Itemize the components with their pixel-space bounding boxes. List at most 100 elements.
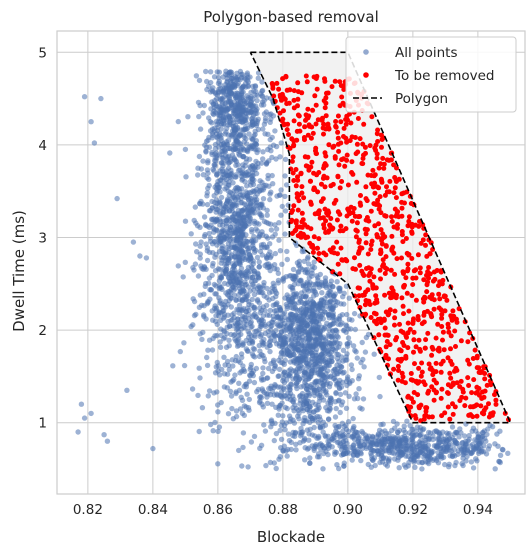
removed-point bbox=[409, 229, 415, 235]
data-point bbox=[344, 440, 350, 447]
data-point bbox=[200, 329, 206, 336]
data-point bbox=[244, 305, 251, 311]
data-point bbox=[260, 365, 266, 371]
removed-point bbox=[341, 87, 347, 92]
data-point bbox=[238, 265, 245, 272]
data-point bbox=[334, 439, 341, 446]
data-point bbox=[349, 434, 355, 440]
data-point bbox=[349, 366, 355, 373]
data-point bbox=[233, 297, 239, 303]
data-point bbox=[235, 316, 241, 322]
data-point bbox=[336, 369, 342, 375]
removed-point bbox=[314, 172, 320, 178]
data-point bbox=[210, 85, 216, 91]
removed-point bbox=[313, 76, 319, 81]
removed-point bbox=[417, 346, 423, 352]
data-point bbox=[260, 126, 266, 132]
data-point bbox=[321, 445, 327, 451]
data-point bbox=[305, 261, 312, 267]
removed-point bbox=[308, 178, 313, 184]
data-point bbox=[240, 430, 247, 436]
data-point bbox=[292, 294, 299, 300]
removed-point bbox=[383, 344, 389, 350]
data-point bbox=[458, 447, 465, 453]
data-point bbox=[373, 434, 380, 440]
removed-point bbox=[472, 403, 478, 409]
data-point bbox=[192, 204, 198, 210]
data-point bbox=[288, 304, 294, 311]
data-point bbox=[376, 374, 382, 381]
data-point bbox=[306, 437, 312, 443]
removed-point bbox=[345, 182, 351, 188]
data-point bbox=[254, 206, 261, 212]
data-point bbox=[213, 313, 219, 319]
removed-point bbox=[365, 251, 371, 257]
data-point bbox=[249, 296, 255, 303]
data-point bbox=[203, 68, 209, 75]
data-point bbox=[402, 429, 408, 435]
removed-point bbox=[473, 390, 479, 396]
removed-point bbox=[299, 184, 305, 190]
data-point bbox=[333, 405, 339, 412]
removed-point bbox=[394, 335, 400, 340]
data-point bbox=[226, 182, 232, 189]
data-point bbox=[225, 411, 232, 417]
removed-point bbox=[378, 161, 384, 167]
data-point bbox=[234, 306, 240, 312]
data-point bbox=[261, 111, 268, 117]
removed-point bbox=[295, 96, 301, 102]
data-point bbox=[329, 333, 335, 339]
data-point bbox=[332, 375, 338, 381]
removed-point bbox=[424, 282, 430, 288]
data-point bbox=[392, 425, 398, 431]
data-point bbox=[229, 312, 235, 318]
removed-point bbox=[421, 277, 427, 283]
data-point bbox=[246, 102, 252, 109]
data-point bbox=[233, 413, 240, 420]
removed-point bbox=[413, 297, 419, 303]
data-point bbox=[230, 131, 236, 137]
data-point bbox=[492, 466, 498, 472]
removed-point bbox=[449, 317, 455, 323]
data-point bbox=[347, 380, 353, 387]
removed-point bbox=[373, 293, 379, 299]
removed-point bbox=[431, 387, 437, 393]
data-point bbox=[343, 329, 349, 335]
data-point bbox=[349, 317, 355, 323]
data-point bbox=[305, 345, 311, 351]
data-point bbox=[204, 193, 210, 199]
data-point bbox=[322, 279, 329, 285]
removed-point bbox=[425, 330, 431, 336]
data-point bbox=[323, 303, 329, 309]
data-point bbox=[318, 352, 325, 358]
data-point bbox=[279, 203, 285, 210]
data-point bbox=[369, 442, 375, 448]
data-point bbox=[454, 440, 460, 446]
removed-point bbox=[383, 254, 389, 260]
data-point bbox=[236, 447, 242, 454]
data-point bbox=[196, 365, 202, 371]
removed-point bbox=[297, 128, 303, 134]
data-point bbox=[194, 249, 200, 255]
removed-point bbox=[400, 340, 406, 345]
removed-point bbox=[492, 392, 497, 398]
removed-point bbox=[445, 355, 451, 361]
data-point bbox=[459, 460, 465, 467]
data-point bbox=[337, 287, 343, 293]
removed-point bbox=[280, 116, 286, 122]
removed-point bbox=[376, 332, 382, 338]
legend: All points To be removed Polygon bbox=[345, 36, 517, 113]
data-point bbox=[362, 432, 369, 438]
data-point bbox=[326, 284, 333, 290]
data-point bbox=[177, 348, 183, 355]
removed-point bbox=[400, 239, 406, 245]
data-point bbox=[256, 259, 262, 265]
legend-label-removed: To be removed bbox=[394, 68, 495, 84]
removed-point bbox=[335, 251, 340, 257]
data-point bbox=[349, 457, 355, 463]
removed-point bbox=[444, 297, 450, 303]
data-point bbox=[250, 206, 257, 212]
removed-point bbox=[399, 205, 405, 211]
data-point bbox=[243, 114, 249, 120]
data-point bbox=[197, 126, 204, 132]
